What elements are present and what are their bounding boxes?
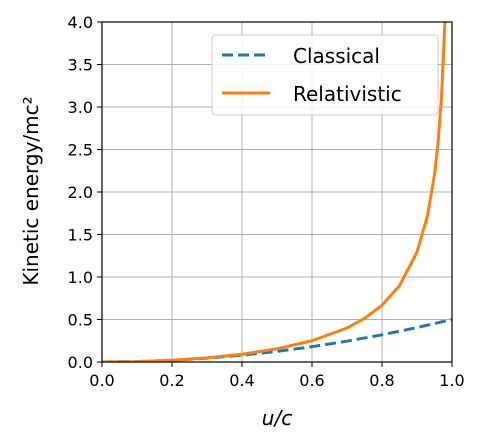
series-line-classical: [102, 318, 452, 362]
legend-label-classical: Classical: [293, 44, 380, 68]
y-tick-label: 2.5: [68, 141, 93, 160]
tick-labels: 0.0 0.2 0.4 0.6 0.8 1.0 0.0 0.5 1.0 1.5 2.0 2.5 3.0 3…: [68, 13, 465, 390]
axes: [97, 21, 453, 367]
x-tick-label: 1.0: [439, 371, 464, 390]
legend: Classical Relativistic: [211, 34, 439, 116]
y-tick-label: 3.0: [68, 98, 93, 117]
x-tick-label: 0.4: [229, 371, 254, 390]
legend-label-relativistic: Relativistic: [293, 82, 402, 106]
series-line-relativistic: [102, 22, 447, 362]
y-tick-label: 2.0: [68, 183, 93, 202]
x-tick-label: 0.2: [159, 371, 184, 390]
y-tick-label: 1.0: [68, 268, 93, 287]
axes-frame: [101, 21, 453, 363]
y-tick-label: 0.5: [68, 311, 93, 330]
y-tick-label: 1.5: [68, 226, 93, 245]
y-tick-label: 3.5: [68, 56, 93, 75]
y-axis-label: Kinetic energy/mc²: [19, 96, 43, 285]
x-tick-label: 0.6: [299, 371, 324, 390]
x-tick-label: 0.8: [369, 371, 394, 390]
x-axis-label: u/c: [262, 406, 292, 430]
y-tick-label: 4.0: [68, 13, 93, 32]
plot-area: [102, 22, 452, 362]
x-tick-label: 0.0: [89, 371, 114, 390]
legend-frame: [211, 34, 439, 116]
y-tick-label: 0.0: [68, 353, 93, 372]
